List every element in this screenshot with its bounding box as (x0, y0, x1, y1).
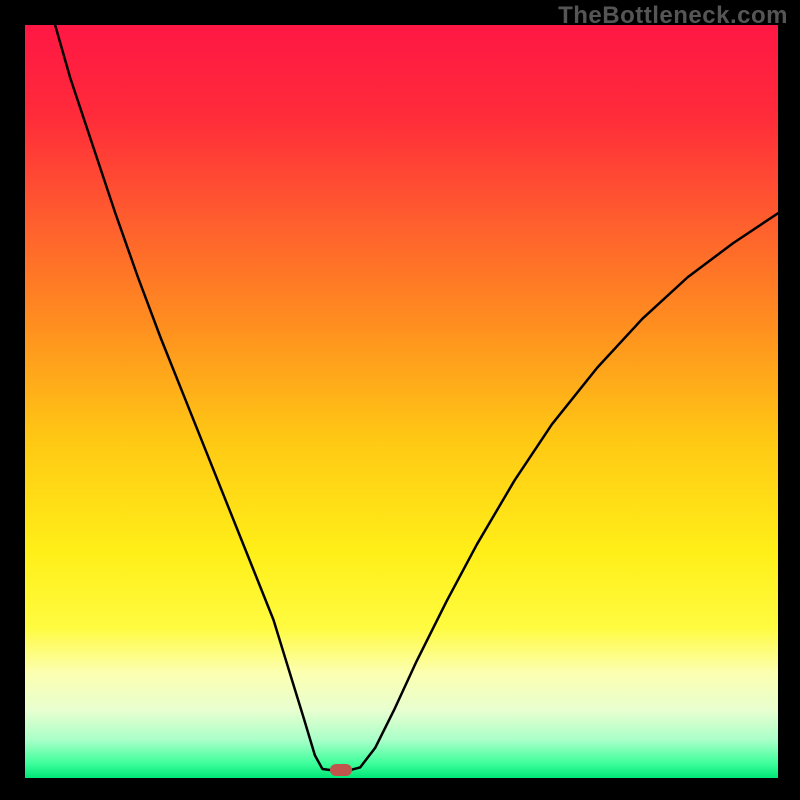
bottleneck-chart (25, 25, 778, 778)
optimal-point-marker (330, 764, 352, 776)
chart-frame: TheBottleneck.com (0, 0, 800, 800)
watermark-label: TheBottleneck.com (558, 2, 788, 30)
gradient-background (25, 25, 778, 778)
